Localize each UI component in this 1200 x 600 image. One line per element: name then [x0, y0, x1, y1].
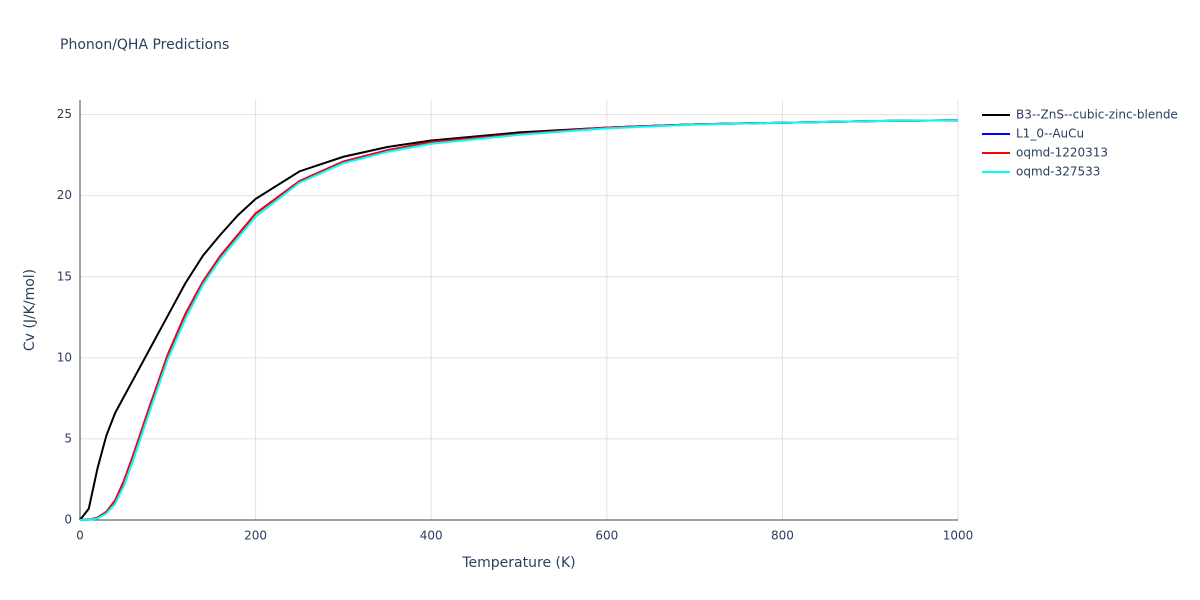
legend-label: B3--ZnS--cubic-zinc-blende [1016, 108, 1178, 122]
x-tick-label: 1000 [943, 529, 974, 543]
x-axis-title: Temperature (K) [461, 555, 575, 571]
y-axis-title: Cv (J/K/mol) [22, 269, 38, 351]
y-tick-label: 10 [57, 350, 72, 364]
legend-label: oqmd-1220313 [1016, 146, 1108, 160]
y-tick-label: 20 [57, 188, 72, 202]
x-tick-label: 400 [420, 529, 443, 543]
x-tick-label: 200 [244, 529, 267, 543]
y-tick-label: 0 [64, 513, 72, 527]
legend-label: L1_0--AuCu [1016, 127, 1084, 141]
chart-title: Phonon/QHA Predictions [60, 37, 229, 53]
x-tick-label: 800 [771, 529, 794, 543]
y-tick-label: 15 [57, 269, 72, 283]
y-tick-label: 5 [64, 431, 72, 445]
y-tick-label: 25 [57, 107, 72, 121]
x-tick-label: 600 [595, 529, 618, 543]
series-line [79, 119, 959, 521]
legend-label: oqmd-327533 [1016, 165, 1100, 179]
series-line [79, 119, 959, 521]
x-tick-label: 0 [76, 529, 84, 543]
series-line [79, 119, 959, 521]
series-line [79, 119, 959, 521]
